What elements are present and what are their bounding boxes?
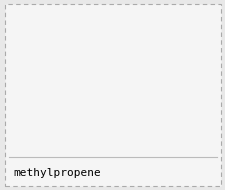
Text: C: C (81, 66, 93, 86)
Text: methylpropene: methylpropene (14, 168, 101, 178)
Text: 2: 2 (138, 79, 144, 89)
Text: H: H (53, 29, 66, 49)
Text: CH3: CH3 (149, 29, 186, 49)
Text: H: H (41, 98, 53, 118)
Text: 1: 1 (92, 79, 97, 89)
Text: 3: 3 (172, 114, 178, 124)
Text: C: C (127, 66, 140, 86)
Text: CH3: CH3 (142, 101, 180, 121)
